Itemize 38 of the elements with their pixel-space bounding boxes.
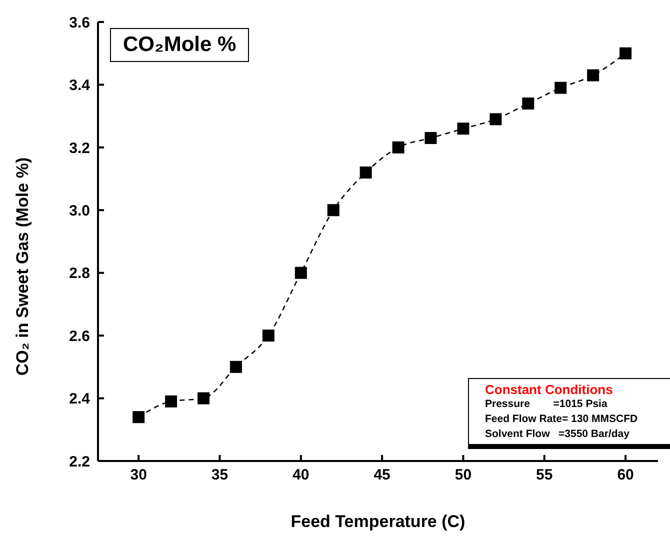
x-axis-title: Feed Temperature (C) bbox=[290, 512, 466, 531]
point bbox=[198, 392, 210, 404]
point bbox=[294, 266, 307, 279]
y-tick-label: 3.2 bbox=[69, 140, 90, 157]
x-tick-label: 60 bbox=[617, 466, 634, 484]
x-tick-label: 40 bbox=[292, 466, 310, 484]
annotation: Solvent Flow =3550 Bar/day bbox=[485, 427, 630, 442]
y-tick-label: 2.8 bbox=[69, 265, 90, 282]
y-tick-label: 3.4 bbox=[69, 77, 91, 94]
y-tick-label: 2.4 bbox=[69, 390, 91, 408]
point bbox=[360, 166, 372, 179]
point bbox=[262, 330, 274, 342]
label-box: CO₂Mole % bbox=[110, 28, 250, 62]
point bbox=[424, 132, 437, 144]
x-tick-label: 55 bbox=[536, 466, 553, 484]
y-tick-label: 3.6 bbox=[69, 14, 90, 32]
annotation: Pressure =1015 Psia bbox=[485, 397, 608, 412]
x-tick-label: 50 bbox=[454, 466, 472, 484]
x-tick-label: 35 bbox=[211, 466, 228, 484]
annotation: Constant Conditions bbox=[485, 382, 614, 397]
point bbox=[522, 98, 534, 110]
point bbox=[490, 113, 502, 126]
point bbox=[587, 69, 600, 82]
x-tick-label: 30 bbox=[130, 466, 147, 484]
point bbox=[457, 122, 470, 135]
point bbox=[165, 395, 178, 408]
y-tick-label: 2.6 bbox=[69, 328, 90, 345]
annotation: Feed Flow Rate= 130 MMSCFD bbox=[485, 412, 639, 427]
point bbox=[620, 47, 632, 60]
point bbox=[132, 411, 145, 424]
point bbox=[392, 141, 404, 154]
y-tick-label: 3.0 bbox=[69, 202, 90, 220]
point bbox=[230, 360, 242, 373]
point bbox=[327, 204, 340, 216]
point bbox=[554, 82, 567, 94]
y-axis-title: CO₂ in Sweet Gas (Mole %) bbox=[13, 157, 32, 376]
y-tick-label: 2.2 bbox=[69, 453, 90, 470]
x-tick-label: 45 bbox=[374, 466, 390, 484]
